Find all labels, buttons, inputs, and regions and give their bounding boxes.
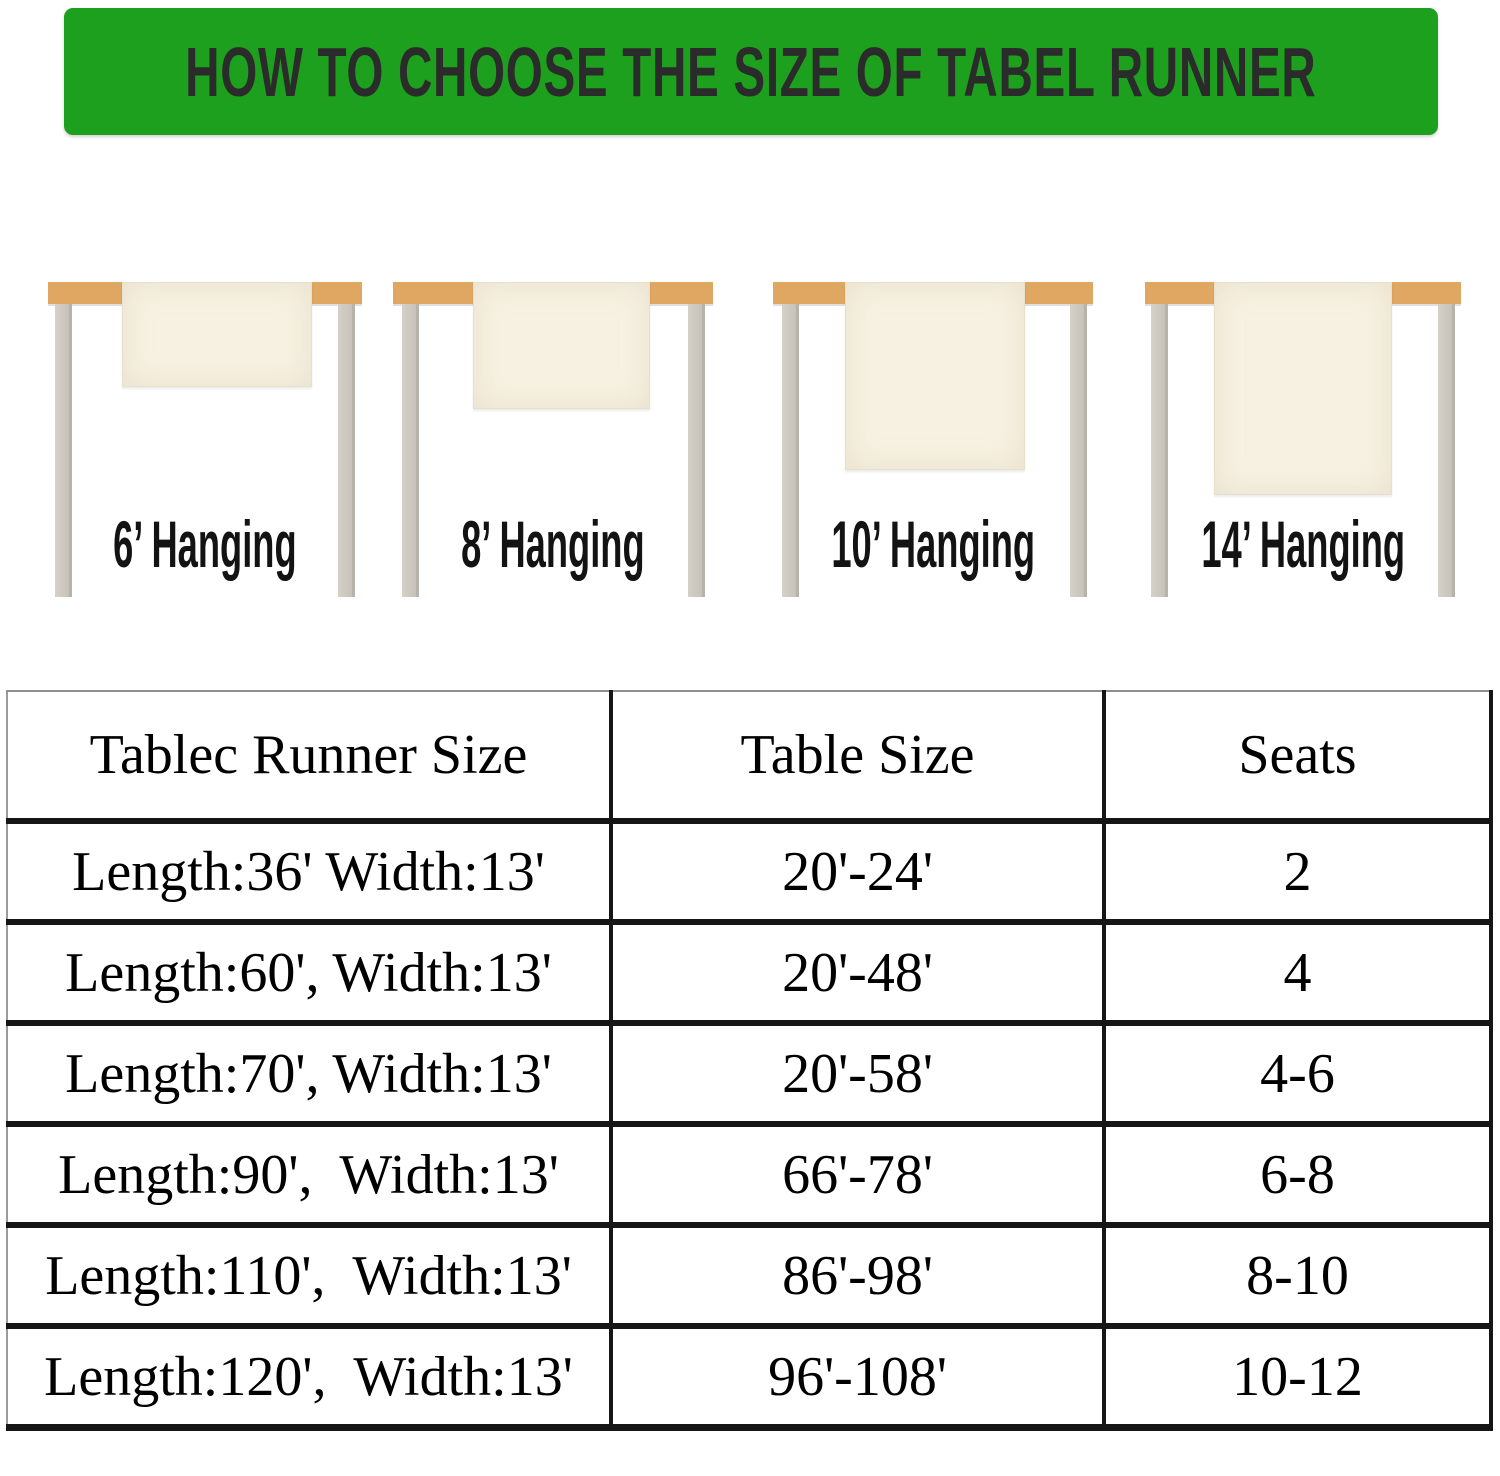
column-header-table-size: Table Size (609, 690, 1106, 824)
hanging-label-10ft: 10’ Hanging (831, 507, 1035, 581)
table-row: Length:110', Width:13' 86'-98' 8-10 (6, 1222, 1493, 1329)
hanging-label-8ft: 8’ Hanging (461, 507, 645, 581)
seats-cell: 6-8 (1102, 1121, 1493, 1228)
column-header-seats: Seats (1102, 690, 1493, 824)
table-figure-14ft: 14’ Hanging (1145, 282, 1461, 597)
size-chart: Tablec Runner Size Table Size Seats Leng… (6, 690, 1493, 1431)
table-row: Length:60', Width:13' 20'-48' 4 (6, 919, 1493, 1026)
table-leg-right (1070, 304, 1087, 597)
table-runner (122, 282, 312, 387)
runner-size-cell: Length:70', Width:13' (6, 1020, 613, 1127)
table-row: Length:70', Width:13' 20'-58' 4-6 (6, 1020, 1493, 1127)
table-leg-left (55, 304, 72, 597)
runner-size-cell: Length:110', Width:13' (6, 1222, 613, 1329)
runner-size-cell: Length:90', Width:13' (6, 1121, 613, 1228)
size-chart-table: Tablec Runner Size Table Size Seats Leng… (6, 690, 1493, 1431)
seats-cell: 2 (1102, 818, 1493, 925)
table-size-cell: 20'-48' (609, 919, 1106, 1026)
table-row: Length:120', Width:13' 96'-108' 10-12 (6, 1323, 1493, 1431)
seats-cell: 10-12 (1102, 1323, 1493, 1431)
table-size-cell: 66'-78' (609, 1121, 1106, 1228)
seats-cell: 4 (1102, 919, 1493, 1026)
table-figure-6ft: 6’ Hanging (48, 282, 362, 597)
seats-cell: 8-10 (1102, 1222, 1493, 1329)
table-size-cell: 86'-98' (609, 1222, 1106, 1329)
table-leg-left (782, 304, 799, 597)
table-runner (1214, 282, 1392, 495)
table-row: Length:36' Width:13' 20'-24' 2 (6, 818, 1493, 925)
table-leg-right (338, 304, 355, 597)
table-runner (845, 282, 1025, 470)
page-title: HOW TO CHOOSE THE SIZE OF TABEL RUNNER (185, 32, 1317, 111)
runner-size-cell: Length:60', Width:13' (6, 919, 613, 1026)
runner-size-cell: Length:120', Width:13' (6, 1323, 613, 1431)
table-leg-right (688, 304, 705, 597)
runner-size-cell: Length:36' Width:13' (6, 818, 613, 925)
title-banner: HOW TO CHOOSE THE SIZE OF TABEL RUNNER (64, 8, 1438, 135)
hanging-label-6ft: 6’ Hanging (113, 507, 297, 581)
table-row: Length:90', Width:13' 66'-78' 6-8 (6, 1121, 1493, 1228)
table-leg-left (1151, 304, 1168, 597)
hanging-label-14ft: 14’ Hanging (1201, 507, 1405, 581)
seats-cell: 4-6 (1102, 1020, 1493, 1127)
table-leg-left (402, 304, 419, 597)
table-size-cell: 20'-24' (609, 818, 1106, 925)
table-leg-right (1438, 304, 1455, 597)
header-row: Tablec Runner Size Table Size Seats (6, 690, 1493, 824)
table-figure-8ft: 8’ Hanging (393, 282, 713, 597)
column-header-runner-size: Tablec Runner Size (6, 690, 613, 824)
table-figure-10ft: 10’ Hanging (773, 282, 1093, 597)
table-size-cell: 96'-108' (609, 1323, 1106, 1431)
table-size-cell: 20'-58' (609, 1020, 1106, 1127)
table-runner (473, 282, 650, 409)
